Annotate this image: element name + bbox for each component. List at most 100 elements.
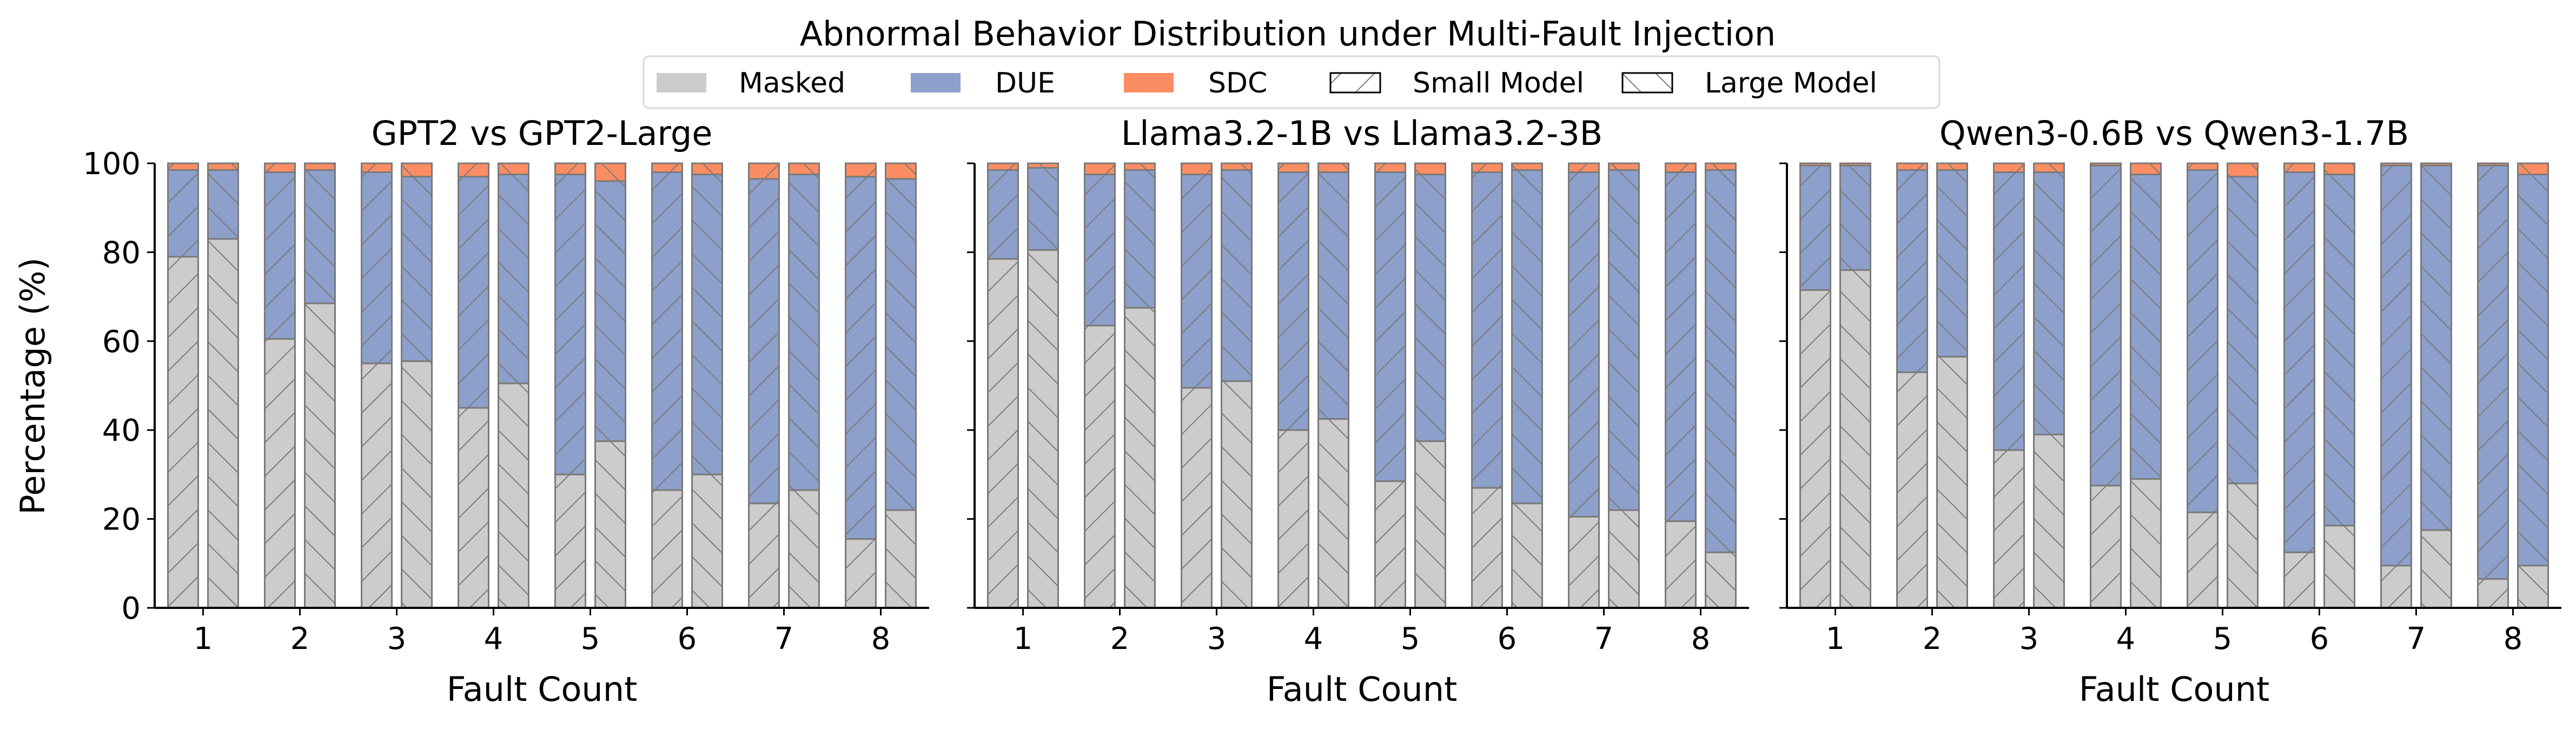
- panel-3-small-sdc-bar-7-hatch: [2381, 163, 2412, 166]
- panel-2-small-masked-bar-7-hatch: [1568, 516, 1599, 608]
- panel-3-small-due-bar-5-hatch: [2187, 170, 2218, 513]
- panel-1-x-tick-label-3: 3: [387, 621, 407, 657]
- panel-1-small-due-bar-7-hatch: [749, 178, 779, 503]
- panel-3-large-due-bar-1-hatch: [1840, 165, 1871, 270]
- panel-2-small-masked-bar-3-hatch: [1181, 388, 1212, 608]
- panel-1-small-sdc-bar-4-hatch: [458, 163, 489, 177]
- legend-label-due: DUE: [995, 67, 1055, 100]
- panel-1-small-due-bar-2-hatch: [264, 172, 295, 339]
- y-tick-label-100: 100: [83, 147, 141, 182]
- panel-2-x-tick-label-5: 5: [1401, 621, 1420, 657]
- panel-3-small-masked-bar-7-hatch: [2381, 565, 2412, 608]
- panel-3-large-masked-bar-7-hatch: [2421, 530, 2452, 608]
- panel-1-small-due-bar-5-hatch: [555, 174, 586, 475]
- panel-1-large-sdc-bar-6-hatch: [692, 163, 723, 175]
- panel-1-small-masked-bar-4-hatch: [458, 408, 489, 608]
- panel-3-small-due-bar-4-hatch: [2090, 165, 2121, 486]
- panel-1-x-axis-label: Fault Count: [447, 670, 638, 709]
- legend-label-large-model: Large Model: [1705, 67, 1877, 100]
- panel-2-small-due-bar-2-hatch: [1084, 174, 1115, 326]
- panel-2-large-masked-bar-6-hatch: [1512, 503, 1542, 608]
- panel-2-small-due-bar-3-hatch: [1181, 174, 1212, 388]
- panel-1-large-due-bar-7-hatch: [789, 174, 819, 491]
- panel-3-small-masked-bar-4-hatch: [2090, 485, 2121, 608]
- panel-3-large-sdc-bar-1-hatch: [1840, 163, 1871, 166]
- panel-2-large-due-bar-2-hatch: [1124, 170, 1155, 308]
- panel-1-small-sdc-bar-5-hatch: [555, 163, 586, 175]
- panel-3-small-due-bar-7-hatch: [2381, 165, 2412, 566]
- panel-1-x-tick-label-4: 4: [484, 621, 504, 657]
- panel-2-x-tick-label-3: 3: [1207, 621, 1227, 657]
- panel-2-small-masked-bar-4-hatch: [1278, 430, 1309, 608]
- panel-2-large-sdc-bar-7-hatch: [1608, 163, 1639, 170]
- panel-2-x-tick-label-2: 2: [1110, 621, 1130, 657]
- panel-2-small-sdc-bar-1-hatch: [988, 163, 1018, 170]
- panel-3-small-due-bar-2-hatch: [1897, 170, 1928, 373]
- panel-1-small-sdc-bar-8-hatch: [845, 163, 876, 177]
- panel-3-large-sdc-bar-4-hatch: [2130, 163, 2161, 175]
- panel-3-small-masked-bar-8-hatch: [2478, 579, 2508, 608]
- panel-2-small-sdc-bar-4-hatch: [1278, 163, 1309, 173]
- panel-1-large-sdc-bar-2-hatch: [304, 163, 335, 170]
- panel-3-x-tick-label-5: 5: [2213, 621, 2233, 657]
- panel-2-small-sdc-bar-6-hatch: [1472, 163, 1502, 173]
- panel-3-x-tick-label-7: 7: [2407, 621, 2426, 657]
- panel-1-small-masked-bar-8-hatch: [845, 539, 876, 608]
- panel-1-large-masked-bar-6-hatch: [692, 474, 723, 608]
- y-tick-label-40: 40: [102, 413, 141, 448]
- panel-1-large-due-bar-3-hatch: [401, 176, 432, 361]
- panel-3-large-due-bar-8-hatch: [2518, 174, 2548, 566]
- panel-1-small-masked-bar-3-hatch: [361, 363, 392, 608]
- panel-2-large-masked-bar-2-hatch: [1124, 308, 1155, 608]
- panel-3-large-due-bar-2-hatch: [1937, 170, 1968, 357]
- panel-3-large-due-bar-5-hatch: [2227, 176, 2258, 483]
- panel-3-large-sdc-bar-5-hatch: [2227, 163, 2258, 177]
- panel-1-small-due-bar-4-hatch: [458, 176, 489, 408]
- panel-2-large-sdc-bar-8-hatch: [1705, 163, 1736, 170]
- panel-3-small-sdc-bar-5-hatch: [2187, 163, 2218, 170]
- legend: Masked DUE SDC Small Model Large Model: [643, 55, 1941, 109]
- panel-3-small-masked-bar-3-hatch: [1994, 450, 2024, 608]
- panel-3-large-due-bar-7-hatch: [2421, 165, 2452, 531]
- legend-swatch-masked: [657, 73, 706, 92]
- panel-2-large-due-bar-3-hatch: [1221, 170, 1252, 381]
- panel-1-large-masked-bar-5-hatch: [595, 441, 626, 608]
- panel-1-small-due-bar-8-hatch: [845, 176, 876, 539]
- panel-3-small-masked-bar-6-hatch: [2284, 552, 2315, 608]
- panel-2-large-masked-bar-1-hatch: [1028, 250, 1058, 608]
- panel-3-large-masked-bar-5-hatch: [2227, 483, 2258, 608]
- panel-2-small-due-bar-4-hatch: [1278, 172, 1309, 430]
- panel-1-large-due-bar-6-hatch: [692, 174, 723, 475]
- panel-2-x-tick-label-1: 1: [1014, 621, 1033, 657]
- panel-2-large-masked-bar-8-hatch: [1705, 552, 1736, 608]
- panel-2-small-due-bar-1-hatch: [988, 170, 1018, 259]
- panel-3-small-masked-bar-1-hatch: [1800, 290, 1831, 608]
- panel-1-large-sdc-bar-3-hatch: [401, 163, 432, 177]
- panel-3-large-due-bar-6-hatch: [2324, 174, 2355, 526]
- panel-1-small-due-bar-6-hatch: [652, 172, 683, 491]
- panel-2-large-sdc-bar-4-hatch: [1318, 163, 1349, 173]
- panel-1-large-sdc-bar-8-hatch: [885, 163, 916, 179]
- panel-2-x-tick-label-6: 6: [1498, 621, 1517, 657]
- panel-1-x-tick-label-1: 1: [194, 621, 213, 657]
- panel-3-small-masked-bar-5-hatch: [2187, 512, 2218, 608]
- panel-3-small-due-bar-3-hatch: [1994, 172, 2024, 450]
- panel-3-large-masked-bar-8-hatch: [2518, 565, 2548, 608]
- panel-3-small-masked-bar-2-hatch: [1897, 372, 1928, 608]
- panel-2-large-masked-bar-4-hatch: [1318, 419, 1349, 608]
- panel-2-small-sdc-bar-8-hatch: [1665, 163, 1696, 173]
- panel-2-small-due-bar-6-hatch: [1472, 172, 1502, 488]
- legend-swatch-large-model: [1621, 72, 1673, 94]
- panel-2-small-sdc-bar-2-hatch: [1084, 163, 1115, 175]
- panel-2-small-sdc-bar-5-hatch: [1375, 163, 1406, 173]
- panel-1-small-sdc-bar-3-hatch: [361, 163, 392, 173]
- panel-1-large-masked-bar-2-hatch: [304, 303, 335, 608]
- panel-3-small-sdc-bar-3-hatch: [1994, 163, 2024, 173]
- panel-2-small-masked-bar-1-hatch: [988, 259, 1018, 608]
- panel-2-small-masked-bar-5-hatch: [1375, 481, 1406, 608]
- panel-1-large-masked-bar-8-hatch: [885, 510, 916, 608]
- panel-3-small-sdc-bar-4-hatch: [2090, 163, 2121, 166]
- panel-1-title: GPT2 vs GPT2-Large: [372, 114, 713, 153]
